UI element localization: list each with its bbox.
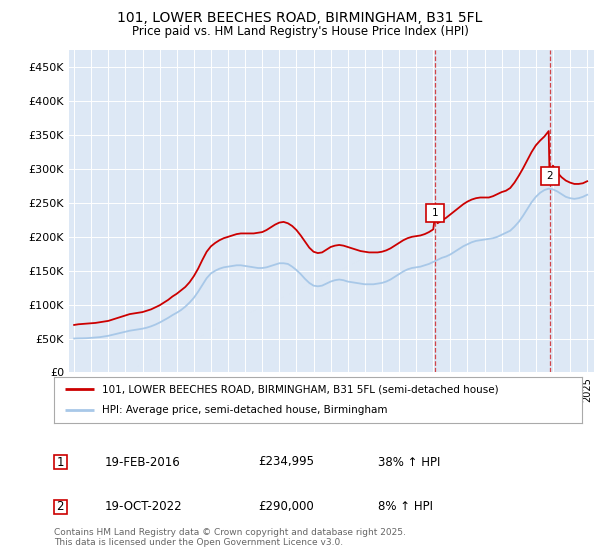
Text: 101, LOWER BEECHES ROAD, BIRMINGHAM, B31 5FL (semi-detached house): 101, LOWER BEECHES ROAD, BIRMINGHAM, B31… (101, 384, 498, 394)
Text: 101, LOWER BEECHES ROAD, BIRMINGHAM, B31 5FL: 101, LOWER BEECHES ROAD, BIRMINGHAM, B31… (118, 11, 482, 25)
Text: £290,000: £290,000 (258, 500, 314, 514)
Text: Contains HM Land Registry data © Crown copyright and database right 2025.
This d: Contains HM Land Registry data © Crown c… (54, 528, 406, 547)
Text: 2: 2 (546, 171, 553, 181)
Text: 38% ↑ HPI: 38% ↑ HPI (378, 455, 440, 469)
Text: £234,995: £234,995 (258, 455, 314, 469)
Text: HPI: Average price, semi-detached house, Birmingham: HPI: Average price, semi-detached house,… (101, 405, 387, 416)
Text: 19-FEB-2016: 19-FEB-2016 (105, 455, 181, 469)
Text: 2: 2 (56, 500, 64, 514)
Text: 1: 1 (432, 208, 439, 218)
Text: Price paid vs. HM Land Registry's House Price Index (HPI): Price paid vs. HM Land Registry's House … (131, 25, 469, 38)
Text: 8% ↑ HPI: 8% ↑ HPI (378, 500, 433, 514)
Text: 1: 1 (56, 455, 64, 469)
Text: 19-OCT-2022: 19-OCT-2022 (105, 500, 182, 514)
